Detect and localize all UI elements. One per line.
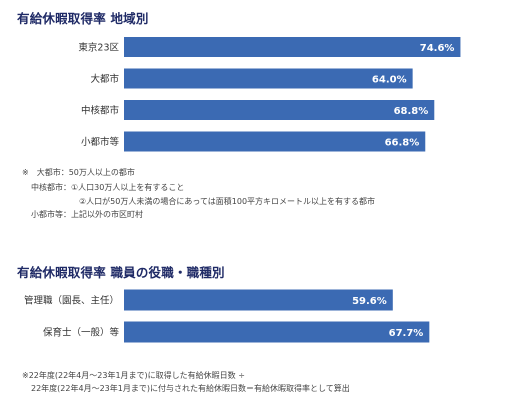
- category-label: 大都市: [90, 73, 119, 85]
- bar: [124, 37, 461, 57]
- note-region-3: ②人口が50万人未満の場合にあっては面積100平方キロメートル以上を有する都市: [79, 197, 376, 206]
- bar: [124, 68, 413, 89]
- chart-title-region: 有給休暇取得率 地域別: [17, 11, 149, 26]
- bar: [124, 289, 393, 311]
- value-label: 64.0%: [372, 75, 407, 86]
- value-label: 67.7%: [389, 328, 424, 339]
- bar: [124, 100, 435, 120]
- note-region-1: ※ 大都市：50万人以上の都市: [22, 168, 135, 177]
- chart-title-position: 有給休暇取得率 職員の役職・職種別: [17, 265, 225, 280]
- category-label: 小都市等: [81, 136, 120, 148]
- category-label: 保育士（一般）等: [43, 327, 120, 339]
- value-label: 66.8%: [385, 138, 420, 149]
- bar: [124, 131, 426, 152]
- value-label: 68.8%: [394, 106, 429, 117]
- category-label: 管理職（園長、主任）: [24, 295, 119, 307]
- value-label: 59.6%: [352, 296, 387, 307]
- category-label: 中核都市: [81, 105, 120, 117]
- bar: [124, 321, 430, 343]
- category-label: 東京23区: [78, 42, 119, 54]
- value-label: 74.6%: [420, 43, 455, 54]
- note-calc-1: ※22年度(22年4月～23年1月まで)に取得した有給休暇日数 ÷: [22, 371, 245, 380]
- note-calc-2: 22年度(22年4月～23年1月まで)に付与された有給休暇日数＝有給休暇取得率と…: [31, 384, 350, 393]
- note-region-2: 中核都市：①人口30万人以上を有すること: [31, 183, 185, 192]
- note-region-4: 小都市等：上記以外の市区町村: [31, 210, 143, 219]
